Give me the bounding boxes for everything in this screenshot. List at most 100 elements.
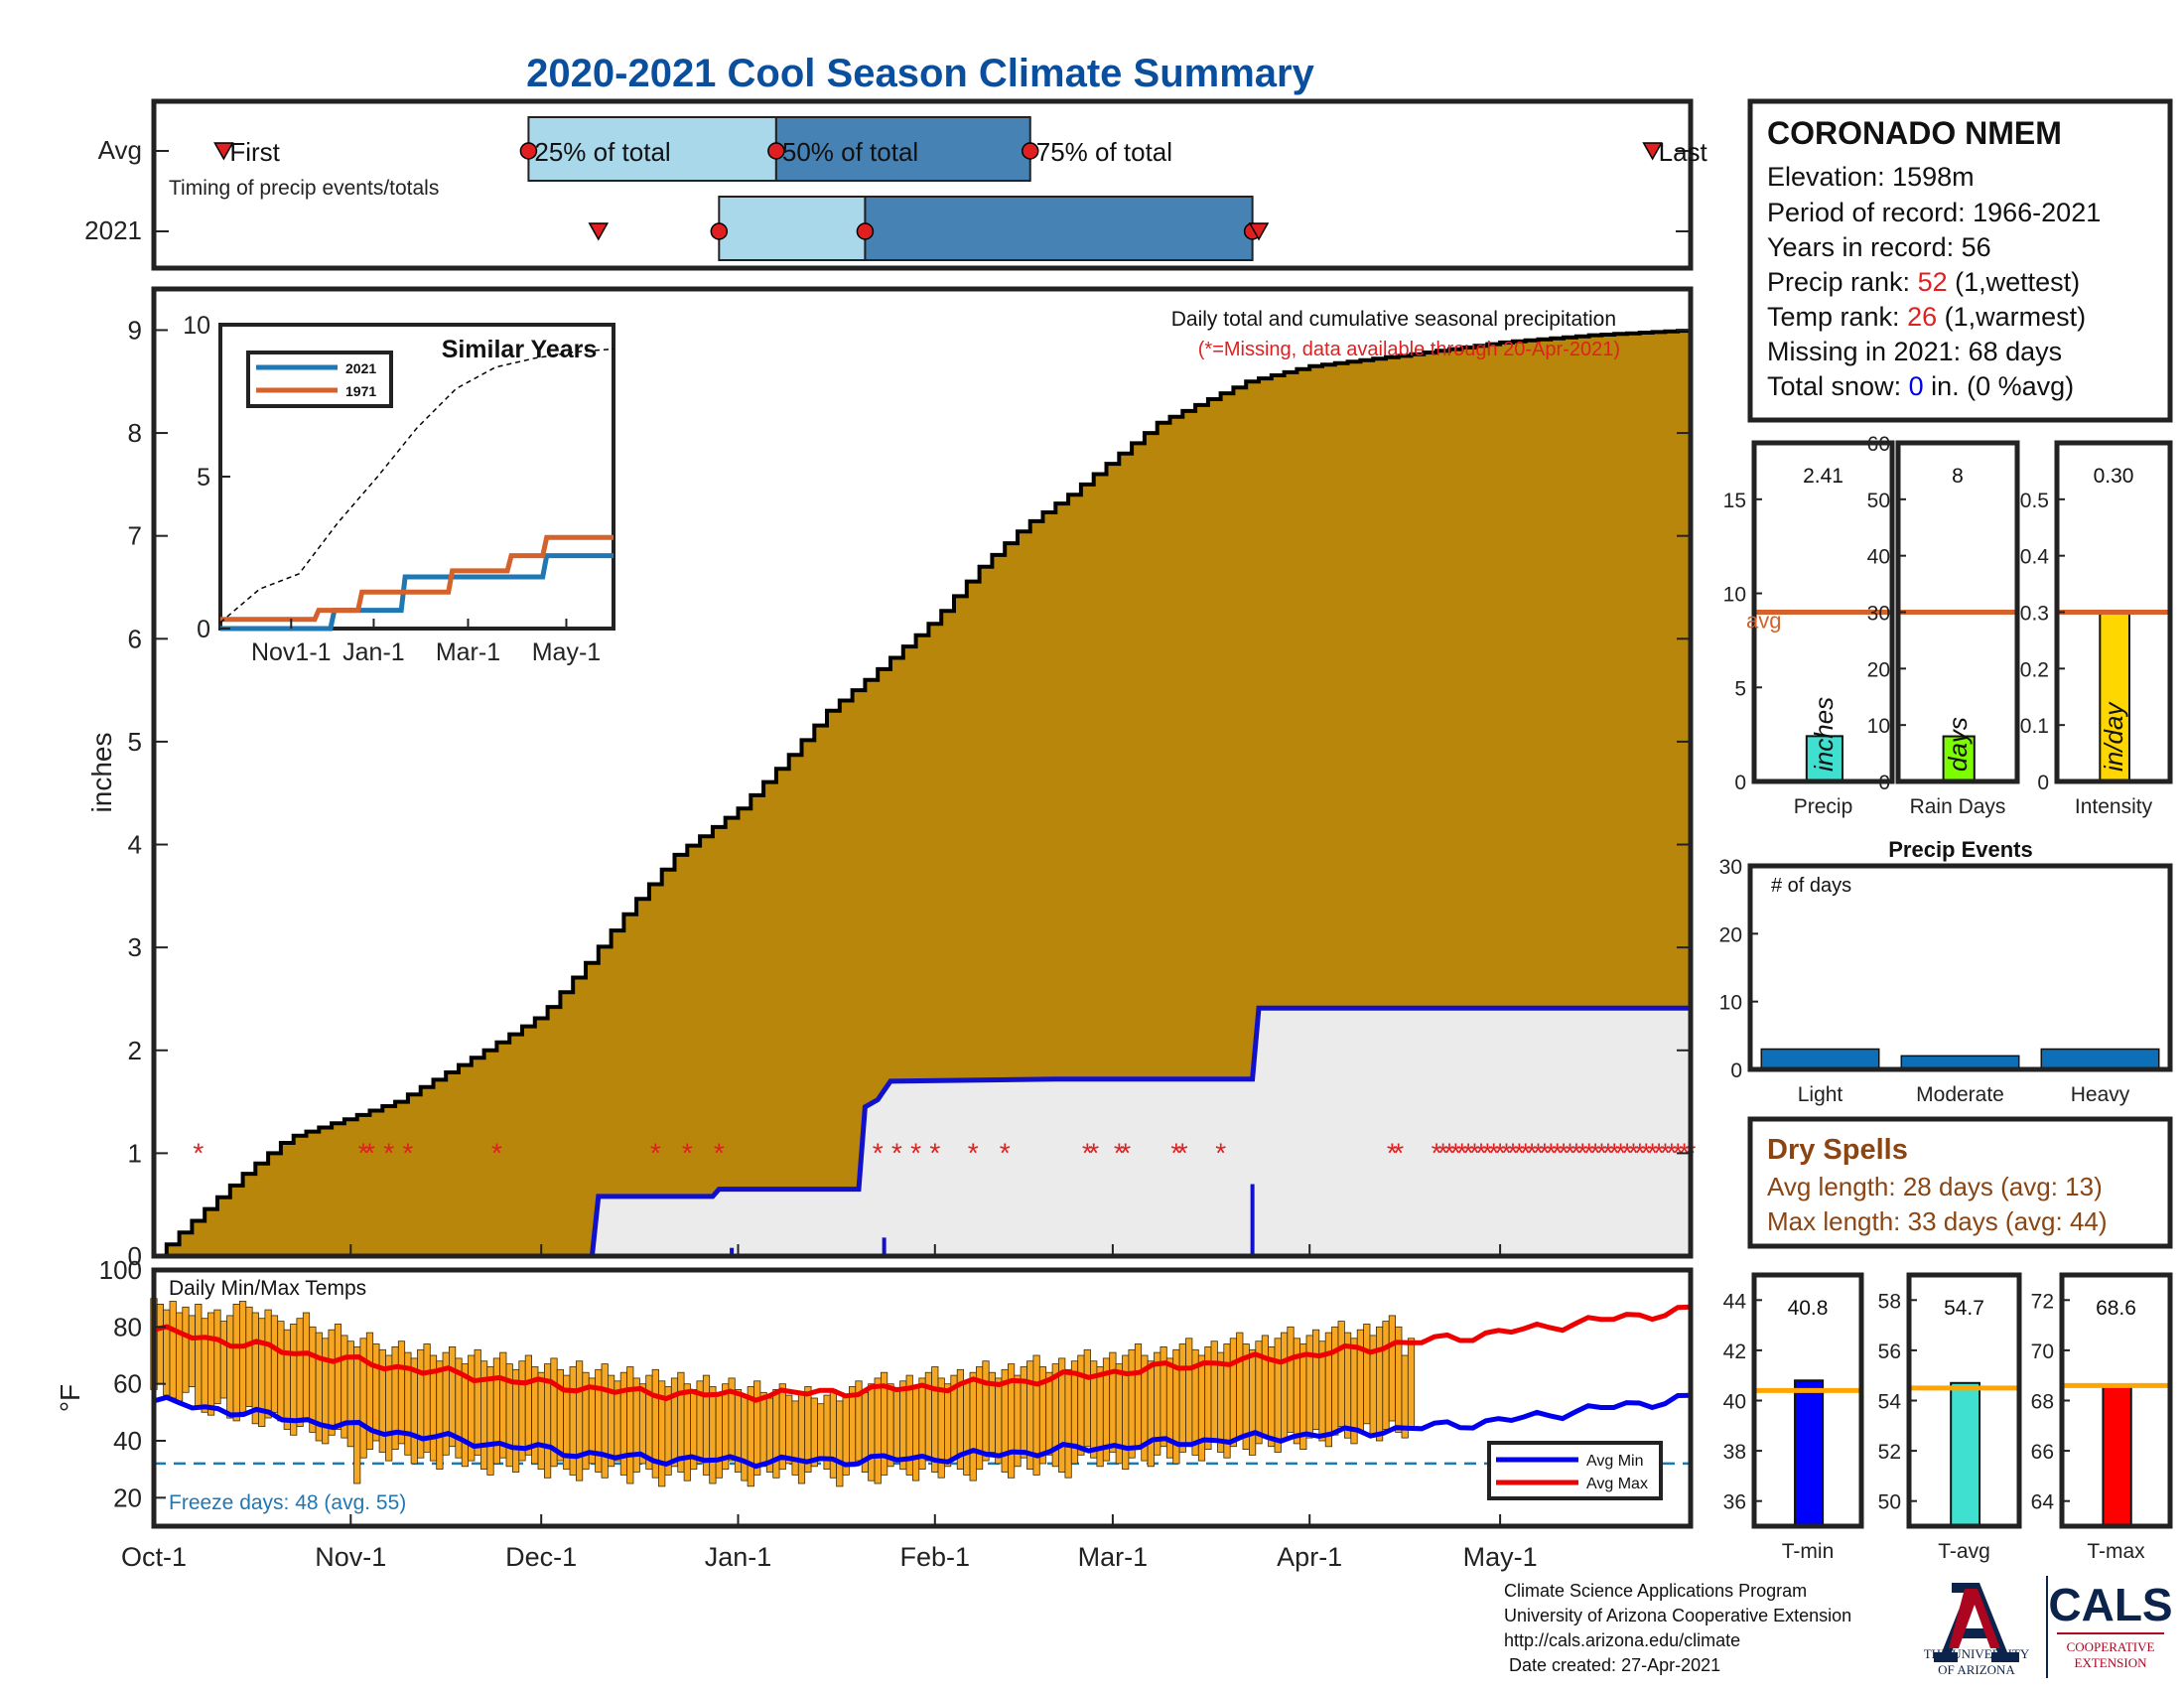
daily-temp-bar (874, 1377, 882, 1484)
avg-p25-marker (519, 142, 538, 160)
precip-events-panel: Precip Events Light Moderate Heavy # of da… (1719, 837, 2173, 1106)
tmax-panel-y-tick-label: 68 (2031, 1391, 2054, 1414)
daily-temp-bar (492, 1357, 501, 1465)
temperature-chart: 20 40 60 80 100 Oct-1 Nov-1 Dec-1 Jan-1 Feb-1 Mar… (55, 1244, 1694, 1572)
inset-x-tick-label: May-1 (532, 638, 601, 666)
daily-temp-bar (817, 1403, 825, 1462)
missing-marker: * (1666, 1137, 1677, 1168)
missing-marker: * (1514, 1137, 1525, 1168)
station-missing: Missing in 2021: 68 days (1767, 337, 2062, 366)
missing-marker: * (1501, 1137, 1512, 1168)
timing-row-2021-label: 2021 (84, 215, 142, 245)
daily-temp-bar (226, 1315, 234, 1419)
daily-temp-bar (270, 1315, 279, 1413)
missing-marker: * (1596, 1137, 1607, 1168)
avg-max-line (153, 1304, 1692, 1403)
inset-x-tick-label: Jan-1 (342, 638, 405, 666)
missing-marker: * (1177, 1137, 1188, 1168)
tmax-panel-y-tick-label: 66 (2031, 1441, 2054, 1464)
intensity-panel-bar (2099, 611, 2130, 782)
avg-p75-marker (1021, 142, 1039, 160)
tmin-panel-y-tick-label: 40 (1723, 1391, 1746, 1414)
tmin-panel-category-label: T-min (1782, 1540, 1835, 1563)
temp-y-tick-label: 60 (113, 1369, 142, 1399)
missing-marker: * (1527, 1137, 1538, 1168)
daily-temp-bar (417, 1348, 425, 1459)
daily-temp-bar (264, 1309, 272, 1419)
precip-rank-label: Precip rank: (1767, 267, 1918, 297)
missing-marker: * (383, 1137, 394, 1168)
page-title: 2020-2021 Cool Season Climate Summary (526, 52, 1314, 95)
daily-temp-bar (899, 1380, 907, 1471)
daily-temp-bar (753, 1380, 761, 1476)
daily-temp-bar (1083, 1348, 1091, 1448)
precip-panel: 0 5 10 15 2.41 Precip inches avg (1723, 440, 1895, 818)
temp-y-tick-label: 80 (113, 1312, 142, 1341)
tavg-panel-y-tick-label: 52 (1878, 1441, 1901, 1464)
x-tick-label: Nov-1 (315, 1542, 386, 1572)
raindays-panel-y-tick-label: 20 (1867, 658, 1890, 681)
daily-temp-bar (1382, 1321, 1390, 1430)
missing-marker: * (364, 1137, 375, 1168)
events-y-tick-label: 20 (1719, 923, 1742, 946)
missing-marker: * (1114, 1137, 1125, 1168)
main-y-tick-label: 9 (128, 315, 142, 345)
2021-p50-marker (856, 222, 875, 240)
main-y-tick-label: 4 (128, 830, 142, 860)
daily-temp-bar (1064, 1368, 1072, 1479)
2021-first-marker (588, 222, 610, 241)
temp-y-tick-label: 100 (99, 1255, 142, 1285)
tmin-panel-y-tick-label: 36 (1723, 1491, 1746, 1514)
daily-temp-bar (1134, 1343, 1143, 1450)
ua-name-line-1: THE UNIVERSITY (1924, 1646, 2030, 1661)
snow-value: 0 (1909, 371, 1924, 401)
daily-temp-bar (1376, 1326, 1384, 1442)
avg-q1-box (527, 116, 777, 182)
main-chart-frame (151, 286, 1694, 1259)
station-precip-rank: Precip rank: 52 (1,wettest) (1767, 267, 2080, 297)
raindays-panel-y-tick-label: 60 (1867, 433, 1890, 456)
tmin-panel-value-label: 40.8 (1788, 1297, 1829, 1320)
missing-marker: * (1507, 1137, 1518, 1168)
daily-temp-bar (245, 1306, 253, 1408)
temp-y-axis-label: °F (55, 1384, 85, 1412)
daily-temp-bar (524, 1354, 533, 1456)
event-category-label: Moderate (1916, 1083, 2004, 1106)
daily-temp-bar (486, 1366, 494, 1476)
daily-temp-bar (156, 1304, 164, 1385)
daily-temp-bar (741, 1394, 749, 1481)
daily-temp-bar (709, 1386, 717, 1484)
station-elevation: Elevation: 1598m (1767, 162, 1975, 192)
missing-marker: * (1488, 1137, 1499, 1168)
station-info-box: CORONADO NMEM Elevation: 1598m Period of… (1747, 98, 2173, 423)
arizona-a-logo-icon (1934, 1583, 2019, 1662)
main-y-tick-label: 8 (128, 418, 142, 448)
event-category-label: Light (1798, 1083, 1843, 1106)
daily-temp-bar (556, 1368, 565, 1462)
raindays-panel-bar (1942, 735, 1976, 782)
raindays-panel-y-tick-label: 40 (1867, 546, 1890, 569)
daily-temp-bar (1197, 1354, 1206, 1462)
missing-marker: * (714, 1137, 725, 1168)
precip-panel-avg-label: avg (1746, 609, 1781, 634)
tmax-panel-value-label: 68.6 (2096, 1297, 2136, 1320)
daily-temp-bar (632, 1377, 640, 1473)
inset-title: Similar Years (442, 336, 598, 363)
daily-temp-bar (353, 1346, 361, 1484)
daily-temp-bar (309, 1326, 317, 1433)
inset-y-tick-label: 5 (197, 464, 210, 492)
daily-temp-bar (849, 1386, 857, 1468)
daily-temp-bar (1185, 1338, 1193, 1445)
avg-p50-label: 50% of total (782, 137, 918, 167)
daily-temp-bar (1045, 1371, 1053, 1456)
missing-marker: * (1533, 1137, 1544, 1168)
university-of-arizona-logo: THE UNIVERSITY OF ARIZONA CALS COOPERATI… (1924, 1576, 2173, 1678)
tavg-panel-category-label: T-avg (1938, 1540, 1990, 1563)
intensity-panel-unit-label: in/day (2099, 701, 2128, 772)
event-bar (2040, 1048, 2160, 1070)
inset-avg-line (219, 348, 614, 624)
x-tick-label: Jan-1 (705, 1542, 772, 1572)
daily-temp-bar (887, 1383, 894, 1468)
missing-marker: * (891, 1137, 902, 1168)
